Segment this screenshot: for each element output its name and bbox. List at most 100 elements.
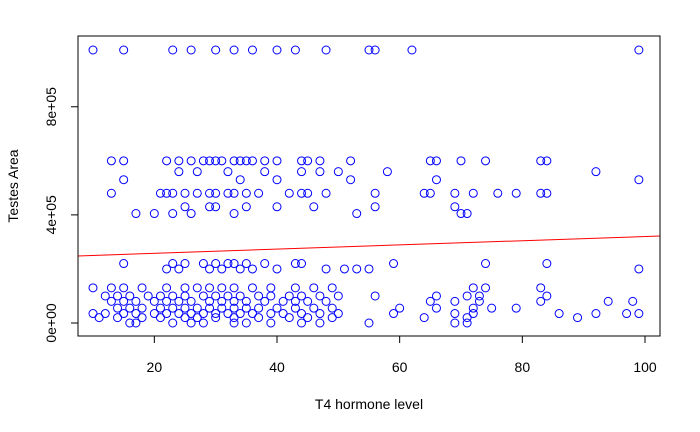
data-point	[321, 188, 331, 198]
data-point	[493, 188, 503, 198]
data-point	[119, 175, 129, 185]
data-point	[389, 309, 399, 319]
data-point	[327, 283, 337, 293]
data-point	[192, 167, 202, 177]
data-point	[456, 209, 466, 219]
data-point	[456, 156, 466, 166]
data-point	[315, 291, 325, 301]
data-point	[223, 291, 233, 301]
data-point	[162, 156, 172, 166]
data-point	[100, 309, 110, 319]
data-point	[119, 296, 129, 306]
data-point	[315, 156, 325, 166]
data-point	[168, 303, 178, 313]
data-point	[260, 296, 270, 306]
data-point	[573, 313, 583, 323]
data-point	[474, 296, 484, 306]
data-point	[186, 45, 196, 55]
data-point	[303, 156, 313, 166]
data-point	[217, 303, 227, 313]
data-point	[389, 259, 399, 269]
data-point	[321, 296, 331, 306]
data-point	[382, 167, 392, 177]
data-point	[327, 313, 337, 323]
data-point	[198, 318, 208, 328]
data-point	[346, 175, 356, 185]
data-point	[542, 259, 552, 269]
data-point	[315, 309, 325, 319]
y-axis-title: Testes Area	[5, 149, 21, 222]
data-point	[198, 291, 208, 301]
data-point	[254, 303, 264, 313]
y-tick-label: 8e+05	[43, 87, 59, 127]
data-point	[536, 188, 546, 198]
data-point	[174, 309, 184, 319]
data-point	[205, 264, 215, 274]
data-point	[481, 283, 491, 293]
data-point	[205, 303, 215, 313]
data-point	[211, 291, 221, 301]
data-point	[155, 291, 165, 301]
x-tick-label: 20	[147, 359, 163, 375]
data-point	[364, 45, 374, 55]
data-point	[303, 296, 313, 306]
data-point	[168, 318, 178, 328]
data-point	[536, 283, 546, 293]
data-point	[290, 259, 300, 269]
data-point	[284, 188, 294, 198]
data-point	[431, 156, 441, 166]
data-point	[235, 175, 245, 185]
data-point	[333, 167, 343, 177]
data-point	[450, 202, 460, 212]
x-axis-title: T4 hormone level	[315, 396, 423, 412]
data-point	[272, 264, 282, 274]
data-point	[180, 313, 190, 323]
data-point	[198, 259, 208, 269]
data-point	[297, 259, 307, 269]
data-point	[450, 188, 460, 198]
data-point	[88, 309, 98, 319]
data-point	[88, 45, 98, 55]
data-point	[119, 283, 129, 293]
data-point	[106, 296, 116, 306]
data-point	[260, 259, 270, 269]
data-point	[327, 303, 337, 313]
data-point	[260, 156, 270, 166]
data-point	[186, 318, 196, 328]
data-point	[297, 167, 307, 177]
data-point	[235, 264, 245, 274]
data-point	[425, 156, 435, 166]
data-point	[278, 296, 288, 306]
data-point	[278, 309, 288, 319]
data-point	[247, 309, 257, 319]
data-point	[229, 313, 239, 323]
data-point	[100, 291, 110, 301]
data-point	[106, 188, 116, 198]
data-point	[174, 264, 184, 274]
data-point	[468, 309, 478, 319]
data-point	[192, 303, 202, 313]
data-point	[247, 283, 257, 293]
data-point	[247, 45, 257, 55]
data-point	[254, 313, 264, 323]
data-point	[462, 209, 472, 219]
data-point	[229, 259, 239, 269]
data-point	[106, 283, 116, 293]
data-point	[333, 309, 343, 319]
data-point	[481, 156, 491, 166]
data-point	[297, 188, 307, 198]
data-point	[474, 291, 484, 301]
data-point	[431, 303, 441, 313]
data-point	[149, 309, 159, 319]
data-point	[131, 209, 141, 219]
data-point	[241, 259, 251, 269]
data-point	[235, 291, 245, 301]
data-point	[198, 156, 208, 166]
data-point	[223, 167, 233, 177]
data-point	[137, 283, 147, 293]
data-point	[315, 318, 325, 328]
data-point	[542, 188, 552, 198]
data-point	[284, 313, 294, 323]
data-point	[425, 188, 435, 198]
data-point	[634, 309, 644, 319]
